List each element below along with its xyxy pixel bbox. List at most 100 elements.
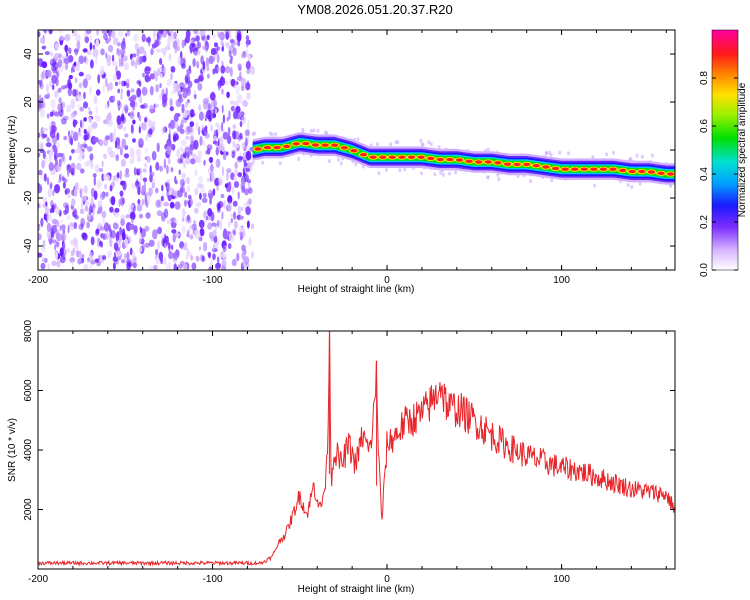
noise-blob xyxy=(172,40,178,49)
noise-blob xyxy=(182,160,187,169)
noise-blob xyxy=(92,207,95,216)
spectrogram-ytick-label: 20 xyxy=(23,96,34,108)
noise-blob xyxy=(82,78,88,89)
noise-blob xyxy=(196,60,200,69)
noise-blob xyxy=(52,68,58,74)
noise-blob xyxy=(132,119,136,125)
noise-blob xyxy=(128,203,134,209)
noise-blob xyxy=(38,31,41,38)
noise-blob xyxy=(76,250,80,258)
noise-blob xyxy=(244,262,250,269)
noise-blob xyxy=(58,158,62,167)
snr-axes: -200 -100 0 100 2000 4000 6000 8000 xyxy=(23,319,675,585)
noise-blob xyxy=(111,60,118,66)
noise-blob xyxy=(79,208,85,215)
noise-blob xyxy=(172,252,179,260)
noise-blob xyxy=(105,191,109,198)
snr-ytick-label: 2000 xyxy=(23,498,34,521)
noise-blob xyxy=(126,251,130,261)
spectrogram-ytick-label: 0 xyxy=(23,147,34,153)
noise-blob xyxy=(233,175,238,182)
noise-blob xyxy=(208,55,214,65)
noise-blob xyxy=(198,74,204,83)
noise-blob xyxy=(186,151,190,158)
noise-blob xyxy=(157,226,163,235)
noise-blob xyxy=(185,76,189,84)
noise-blob xyxy=(69,222,74,227)
noise-blob xyxy=(193,46,199,52)
noise-blob xyxy=(80,119,82,128)
noise-blob xyxy=(168,133,171,142)
noise-blob xyxy=(145,212,151,219)
noise-blob xyxy=(131,53,137,58)
noise-blob xyxy=(83,263,89,270)
noise-blob xyxy=(56,132,60,141)
noise-blob xyxy=(116,230,120,241)
halo-blob xyxy=(309,128,313,133)
pulse-core xyxy=(427,156,435,161)
noise-blob xyxy=(144,225,150,232)
noise-blob xyxy=(208,189,212,194)
noise-blob xyxy=(42,127,49,132)
noise-blob xyxy=(151,150,157,161)
noise-blob xyxy=(61,118,67,125)
noise-blob xyxy=(230,78,236,87)
noise-blob xyxy=(171,244,174,251)
noise-blob xyxy=(56,141,60,149)
noise-blob xyxy=(141,86,148,96)
noise-blob xyxy=(39,108,46,118)
colorbar-label: Normalized spectral amplitude xyxy=(737,82,748,217)
noise-blob xyxy=(223,199,226,209)
noise-blob xyxy=(51,260,57,267)
spectrogram-xlabel: Height of straight line (km) xyxy=(298,284,415,295)
noise-blob xyxy=(112,37,118,46)
noise-blob xyxy=(92,48,99,58)
noise-blob xyxy=(195,155,199,164)
pulse-core xyxy=(523,162,531,167)
noise-blob xyxy=(99,192,106,201)
noise-blob xyxy=(213,42,219,48)
noise-blob xyxy=(184,199,187,207)
noise-blob xyxy=(56,67,63,73)
noise-blob xyxy=(182,91,188,99)
noise-blob xyxy=(248,237,252,247)
noise-blob xyxy=(112,222,119,230)
noise-blob xyxy=(191,42,196,48)
noise-blob xyxy=(126,89,131,97)
noise-blob xyxy=(198,236,203,242)
noise-blob xyxy=(50,59,53,64)
noise-blob xyxy=(198,219,205,229)
noise-blob xyxy=(89,160,94,171)
noise-blob xyxy=(211,248,218,253)
noise-blob xyxy=(55,241,60,248)
halo-blob xyxy=(497,177,501,182)
noise-blob xyxy=(239,120,243,128)
noise-blob xyxy=(181,139,187,147)
snr-xtick-label: -200 xyxy=(28,574,48,585)
noise-blob xyxy=(230,105,235,112)
noise-blob xyxy=(177,189,183,198)
noise-blob xyxy=(112,95,116,102)
noise-blob xyxy=(226,168,232,174)
noise-blob xyxy=(169,98,173,107)
noise-blob xyxy=(167,251,174,260)
noise-blob xyxy=(206,65,210,72)
noise-blob xyxy=(86,73,90,81)
pulse-core xyxy=(436,157,444,162)
noise-blob xyxy=(38,169,43,176)
noise-blob xyxy=(73,119,78,125)
noise-blob xyxy=(224,66,231,74)
noise-blob xyxy=(38,252,43,258)
halo-blob xyxy=(274,132,277,137)
noise-blob xyxy=(232,200,238,207)
noise-blob xyxy=(248,187,253,194)
noise-blob xyxy=(101,210,107,218)
noise-blob xyxy=(218,144,223,152)
noise-blob xyxy=(244,188,249,196)
noise-blob xyxy=(184,82,187,88)
noise-blob xyxy=(93,94,98,105)
noise-blob xyxy=(144,74,150,83)
noise-blob xyxy=(50,98,56,109)
noise-blob xyxy=(186,68,192,75)
